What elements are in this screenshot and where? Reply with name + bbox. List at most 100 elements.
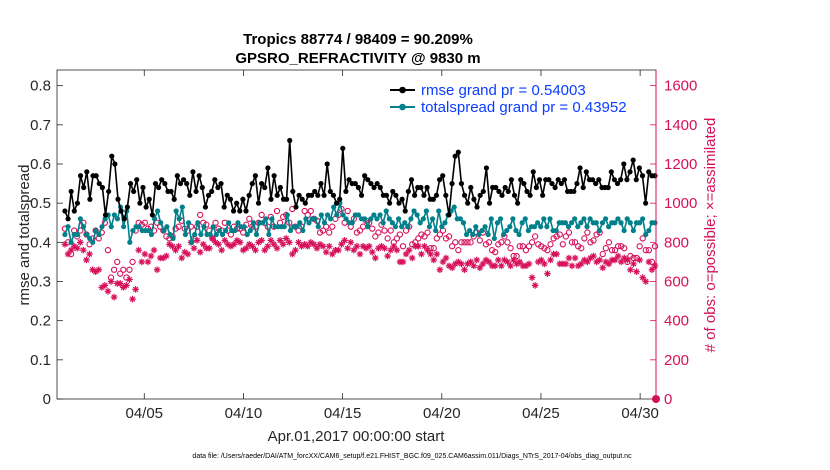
obs-assimilated-point [442, 254, 450, 262]
totalspread-point [300, 227, 306, 234]
totalspread-point [491, 235, 497, 242]
rmse-point [611, 177, 618, 183]
rmse-point [452, 153, 458, 159]
rmse-point [162, 180, 168, 187]
totalspread-point [562, 220, 569, 226]
obs-assimilated-point [651, 262, 659, 270]
rmse-point [412, 192, 418, 198]
rmse-point [377, 184, 383, 191]
totalspread-point [74, 231, 80, 238]
totalspread-point [516, 231, 522, 238]
rmse-point [315, 192, 321, 198]
totalspread-point [504, 227, 510, 234]
totalspread-point [331, 204, 337, 210]
totalspread-point [423, 208, 429, 214]
totalspread-point [627, 220, 633, 226]
totalspread-point [618, 220, 624, 226]
rmse-point [93, 173, 99, 179]
totalspread-point [436, 208, 442, 214]
rmse-point [524, 188, 530, 195]
totalspread-point [392, 224, 399, 230]
obs-assimilated-point [73, 244, 81, 252]
rmse-point [215, 184, 221, 191]
rmse-point [390, 188, 396, 195]
obs-assimilated-point [599, 264, 607, 272]
totalspread-point [155, 208, 161, 214]
obs-possible-point [531, 233, 539, 240]
rmse-point [505, 188, 511, 195]
rmse-point [577, 165, 583, 171]
rmse-point [424, 184, 430, 191]
obs-assimilated-point [298, 242, 305, 250]
obs-assimilated-point [507, 262, 514, 270]
rmse-point [455, 149, 461, 155]
obs-possible-point [246, 215, 253, 222]
obs-assimilated-point [292, 246, 299, 254]
rmse-point [87, 196, 93, 202]
rmse-point [102, 212, 109, 218]
obs-assimilated-point [258, 237, 265, 244]
rmse-point [330, 192, 337, 198]
y-tick-label: 0.4 [30, 234, 51, 251]
totalspread-point [525, 227, 531, 234]
obs-assimilated-point [473, 256, 481, 264]
y-right-tick-label: 1000 [664, 195, 697, 212]
obs-assimilated-point [206, 244, 213, 252]
totalspread-point [111, 212, 117, 218]
obs-assimilated-point [77, 239, 84, 246]
rmse-point [318, 180, 324, 187]
totalspread-point [253, 231, 260, 238]
obs-assimilated-point [261, 246, 268, 254]
obs-assimilated-point [568, 262, 576, 270]
obs-possible-point [375, 229, 382, 236]
totalspread-point [510, 216, 516, 222]
totalspread-point [467, 227, 473, 234]
obs-possible-point [356, 227, 364, 234]
totalspread-point [380, 220, 386, 226]
obs-possible-point [175, 223, 182, 230]
totalspread-point [334, 212, 340, 218]
rmse-point [521, 180, 527, 187]
obs-possible-point [636, 243, 643, 250]
rmse-point [199, 184, 205, 191]
data-file-footnote: data file: /Users/raeder/DAI/ATM_forcXX/… [192, 453, 632, 460]
rmse-point [109, 153, 115, 159]
obs-assimilated-point [175, 242, 182, 250]
rmse-point [265, 165, 271, 171]
rmse-point [340, 145, 346, 151]
totalspread-point [80, 224, 87, 230]
totalspread-point [83, 231, 90, 238]
totalspread-point [522, 216, 528, 222]
rmse-point [358, 192, 365, 198]
totalspread-point [362, 216, 368, 222]
y-tick-label: 0.3 [30, 274, 51, 291]
rmse-point [583, 169, 589, 175]
obs-assimilated-point [642, 278, 650, 285]
totalspread-point [479, 227, 485, 234]
obs-assimilated-point [252, 246, 259, 254]
obs-possible-point [581, 235, 588, 242]
rmse-point [65, 216, 71, 222]
rmse-point [131, 188, 137, 195]
totalspread-point [538, 224, 544, 230]
obs-assimilated-point [405, 246, 413, 254]
rmse-point [571, 188, 577, 195]
chart-subtitle: GPSRO_REFRACTIVITY @ 9830 m [235, 50, 480, 67]
totalspread-point [507, 224, 513, 230]
rmse-point [121, 216, 127, 222]
totalspread-point [287, 227, 294, 234]
totalspread-point [145, 227, 151, 234]
rmse-point [546, 177, 552, 183]
obs-assimilated-point [153, 266, 161, 274]
obs-possible-point [421, 233, 428, 240]
obs-possible-point [556, 231, 563, 238]
rmse-point [308, 192, 315, 198]
obs-possible-point [452, 239, 459, 246]
totalspread-point [488, 216, 494, 222]
totalspread-point [368, 216, 374, 222]
rmse-point [262, 184, 268, 191]
rmse-point [240, 196, 246, 202]
obs-assimilated-point [313, 244, 321, 252]
rmse-point [540, 192, 546, 198]
obs-assimilated-point [393, 246, 401, 254]
